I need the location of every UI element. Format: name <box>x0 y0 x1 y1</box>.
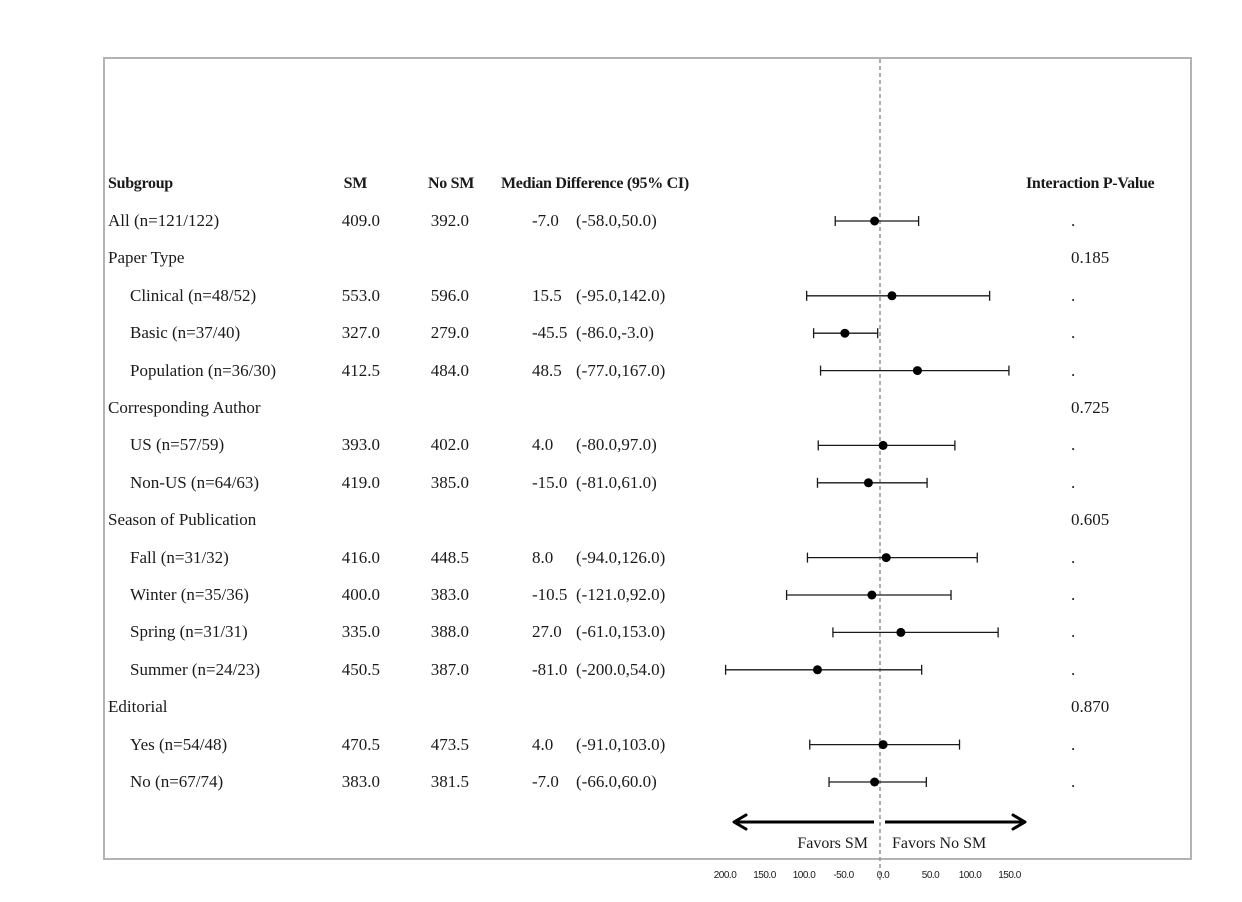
no-sm-value: 279.0 <box>430 323 469 343</box>
x-tick-label: 0.0 <box>876 870 890 881</box>
interaction-p-value: 0.605 <box>1071 510 1110 530</box>
sm-value: 416.0 <box>341 547 380 567</box>
median-difference-value: -45.5 <box>532 323 568 343</box>
no-sm-value: 402.0 <box>430 435 469 455</box>
sm-value: 553.0 <box>341 285 380 305</box>
no-sm-value: 381.5 <box>430 772 469 791</box>
confidence-interval-value: (-58.0,50.0) <box>576 211 657 230</box>
median-difference-value: -7.0 <box>532 772 559 791</box>
median-difference-value: -15.0 <box>532 472 568 492</box>
confidence-interval-value: (-121.0,92.0) <box>576 585 666 604</box>
column-header-median-difference: Median Difference (95% CI) <box>501 175 689 192</box>
subgroup-label: Population (n=36/30) <box>130 360 277 380</box>
x-tick-label: 100.0 <box>958 870 982 881</box>
no-sm-value: 596.0 <box>430 285 469 305</box>
subgroup-category-label: Season of Publication <box>108 510 257 530</box>
no-sm-value: 392.0 <box>430 211 469 230</box>
x-tick-label: 150.0 <box>998 870 1021 881</box>
x-tick-label: 200.0 <box>713 870 737 881</box>
interaction-p-value: . <box>1071 360 1076 380</box>
sm-value: 327.0 <box>341 323 380 343</box>
subgroup-label: US (n=57/59) <box>130 435 225 455</box>
column-header-subgroup: Subgroup <box>108 175 173 192</box>
median-difference-value: 8.0 <box>532 547 554 567</box>
confidence-interval-value: (-61.0,153.0) <box>576 622 666 642</box>
favors-sm-label: Favors SM <box>797 835 868 852</box>
confidence-interval-value: (-86.0,-3.0) <box>576 323 654 343</box>
interaction-p-value: . <box>1071 659 1076 679</box>
interaction-p-value: . <box>1071 285 1076 305</box>
median-difference-value: 15.5 <box>532 285 562 305</box>
x-tick-label: 50.0 <box>921 870 940 881</box>
median-difference-value: -7.0 <box>532 211 559 230</box>
median-difference-value: 4.0 <box>532 435 554 455</box>
subgroup-label: Summer (n=24/23) <box>130 659 260 679</box>
sm-value: 409.0 <box>341 211 380 230</box>
favors-no-sm-label: Favors No SM <box>892 835 987 852</box>
subgroup-label: Spring (n=31/31) <box>130 622 248 642</box>
interaction-p-value: . <box>1071 585 1076 604</box>
subgroup-category-label: Paper Type <box>108 248 185 268</box>
no-sm-value: 484.0 <box>430 360 469 380</box>
median-difference-value: 4.0 <box>532 734 554 754</box>
subgroup-label: Winter (n=35/36) <box>130 585 249 604</box>
x-tick-label: -50.0 <box>833 870 854 881</box>
no-sm-value: 473.5 <box>430 734 469 754</box>
subgroup-label: Fall (n=31/32) <box>130 547 229 567</box>
sm-value: 470.5 <box>341 734 380 754</box>
no-sm-value: 448.5 <box>430 547 469 567</box>
sm-value: 412.5 <box>341 360 380 380</box>
subgroup-label: All (n=121/122) <box>108 211 220 230</box>
confidence-interval-value: (-200.0,54.0) <box>576 659 666 679</box>
interaction-p-value: 0.185 <box>1071 248 1110 268</box>
median-difference-value: -81.0 <box>532 659 568 679</box>
confidence-interval-value: (-95.0,142.0) <box>576 285 666 305</box>
no-sm-value: 385.0 <box>430 472 469 492</box>
subgroup-category-label: Corresponding Author <box>108 398 261 417</box>
confidence-interval-value: (-80.0,97.0) <box>576 435 657 455</box>
interaction-p-value: . <box>1071 211 1076 230</box>
confidence-interval-value: (-81.0,61.0) <box>576 472 657 492</box>
sm-value: 383.0 <box>341 772 380 791</box>
confidence-interval-value: (-94.0,126.0) <box>576 547 666 567</box>
sm-value: 393.0 <box>341 435 380 455</box>
interaction-p-value: 0.725 <box>1071 398 1110 417</box>
interaction-p-value: . <box>1071 323 1076 343</box>
no-sm-value: 388.0 <box>430 622 469 642</box>
interaction-p-value: . <box>1071 772 1076 791</box>
x-tick-label: 150.0 <box>753 870 776 881</box>
sm-value: 450.5 <box>341 659 380 679</box>
subgroup-label: Yes (n=54/48) <box>130 734 228 754</box>
confidence-interval-value: (-91.0,103.0) <box>576 734 666 754</box>
x-tick-label: 100.0 <box>792 870 816 881</box>
median-difference-value: 27.0 <box>532 622 562 642</box>
interaction-p-value: . <box>1071 734 1076 754</box>
subgroup-category-label: Editorial <box>108 697 168 717</box>
median-difference-value: -10.5 <box>532 585 568 604</box>
subgroup-label: No (n=67/74) <box>130 772 224 791</box>
interaction-p-value: . <box>1071 435 1076 455</box>
interaction-p-value: . <box>1071 622 1076 642</box>
interaction-p-value: . <box>1071 472 1076 492</box>
confidence-interval-value: (-66.0,60.0) <box>576 772 657 791</box>
column-header-interaction-p-value: Interaction P-Value <box>1026 175 1155 192</box>
interaction-p-value: 0.870 <box>1071 697 1110 717</box>
subgroup-label: Clinical (n=48/52) <box>130 285 257 305</box>
figure-frame <box>103 57 1192 860</box>
sm-value: 335.0 <box>341 622 380 642</box>
median-difference-value: 48.5 <box>532 360 562 380</box>
sm-value: 419.0 <box>341 472 380 492</box>
interaction-p-value: . <box>1071 547 1076 567</box>
no-sm-value: 387.0 <box>430 659 469 679</box>
column-header-sm: SM <box>343 175 368 192</box>
confidence-interval-value: (-77.0,167.0) <box>576 360 666 380</box>
column-header-no-sm: No SM <box>427 175 474 192</box>
sm-value: 400.0 <box>341 585 380 604</box>
subgroup-label: Non-US (n=64/63) <box>130 472 260 492</box>
subgroup-label: Basic (n=37/40) <box>130 323 241 343</box>
no-sm-value: 383.0 <box>430 585 469 604</box>
